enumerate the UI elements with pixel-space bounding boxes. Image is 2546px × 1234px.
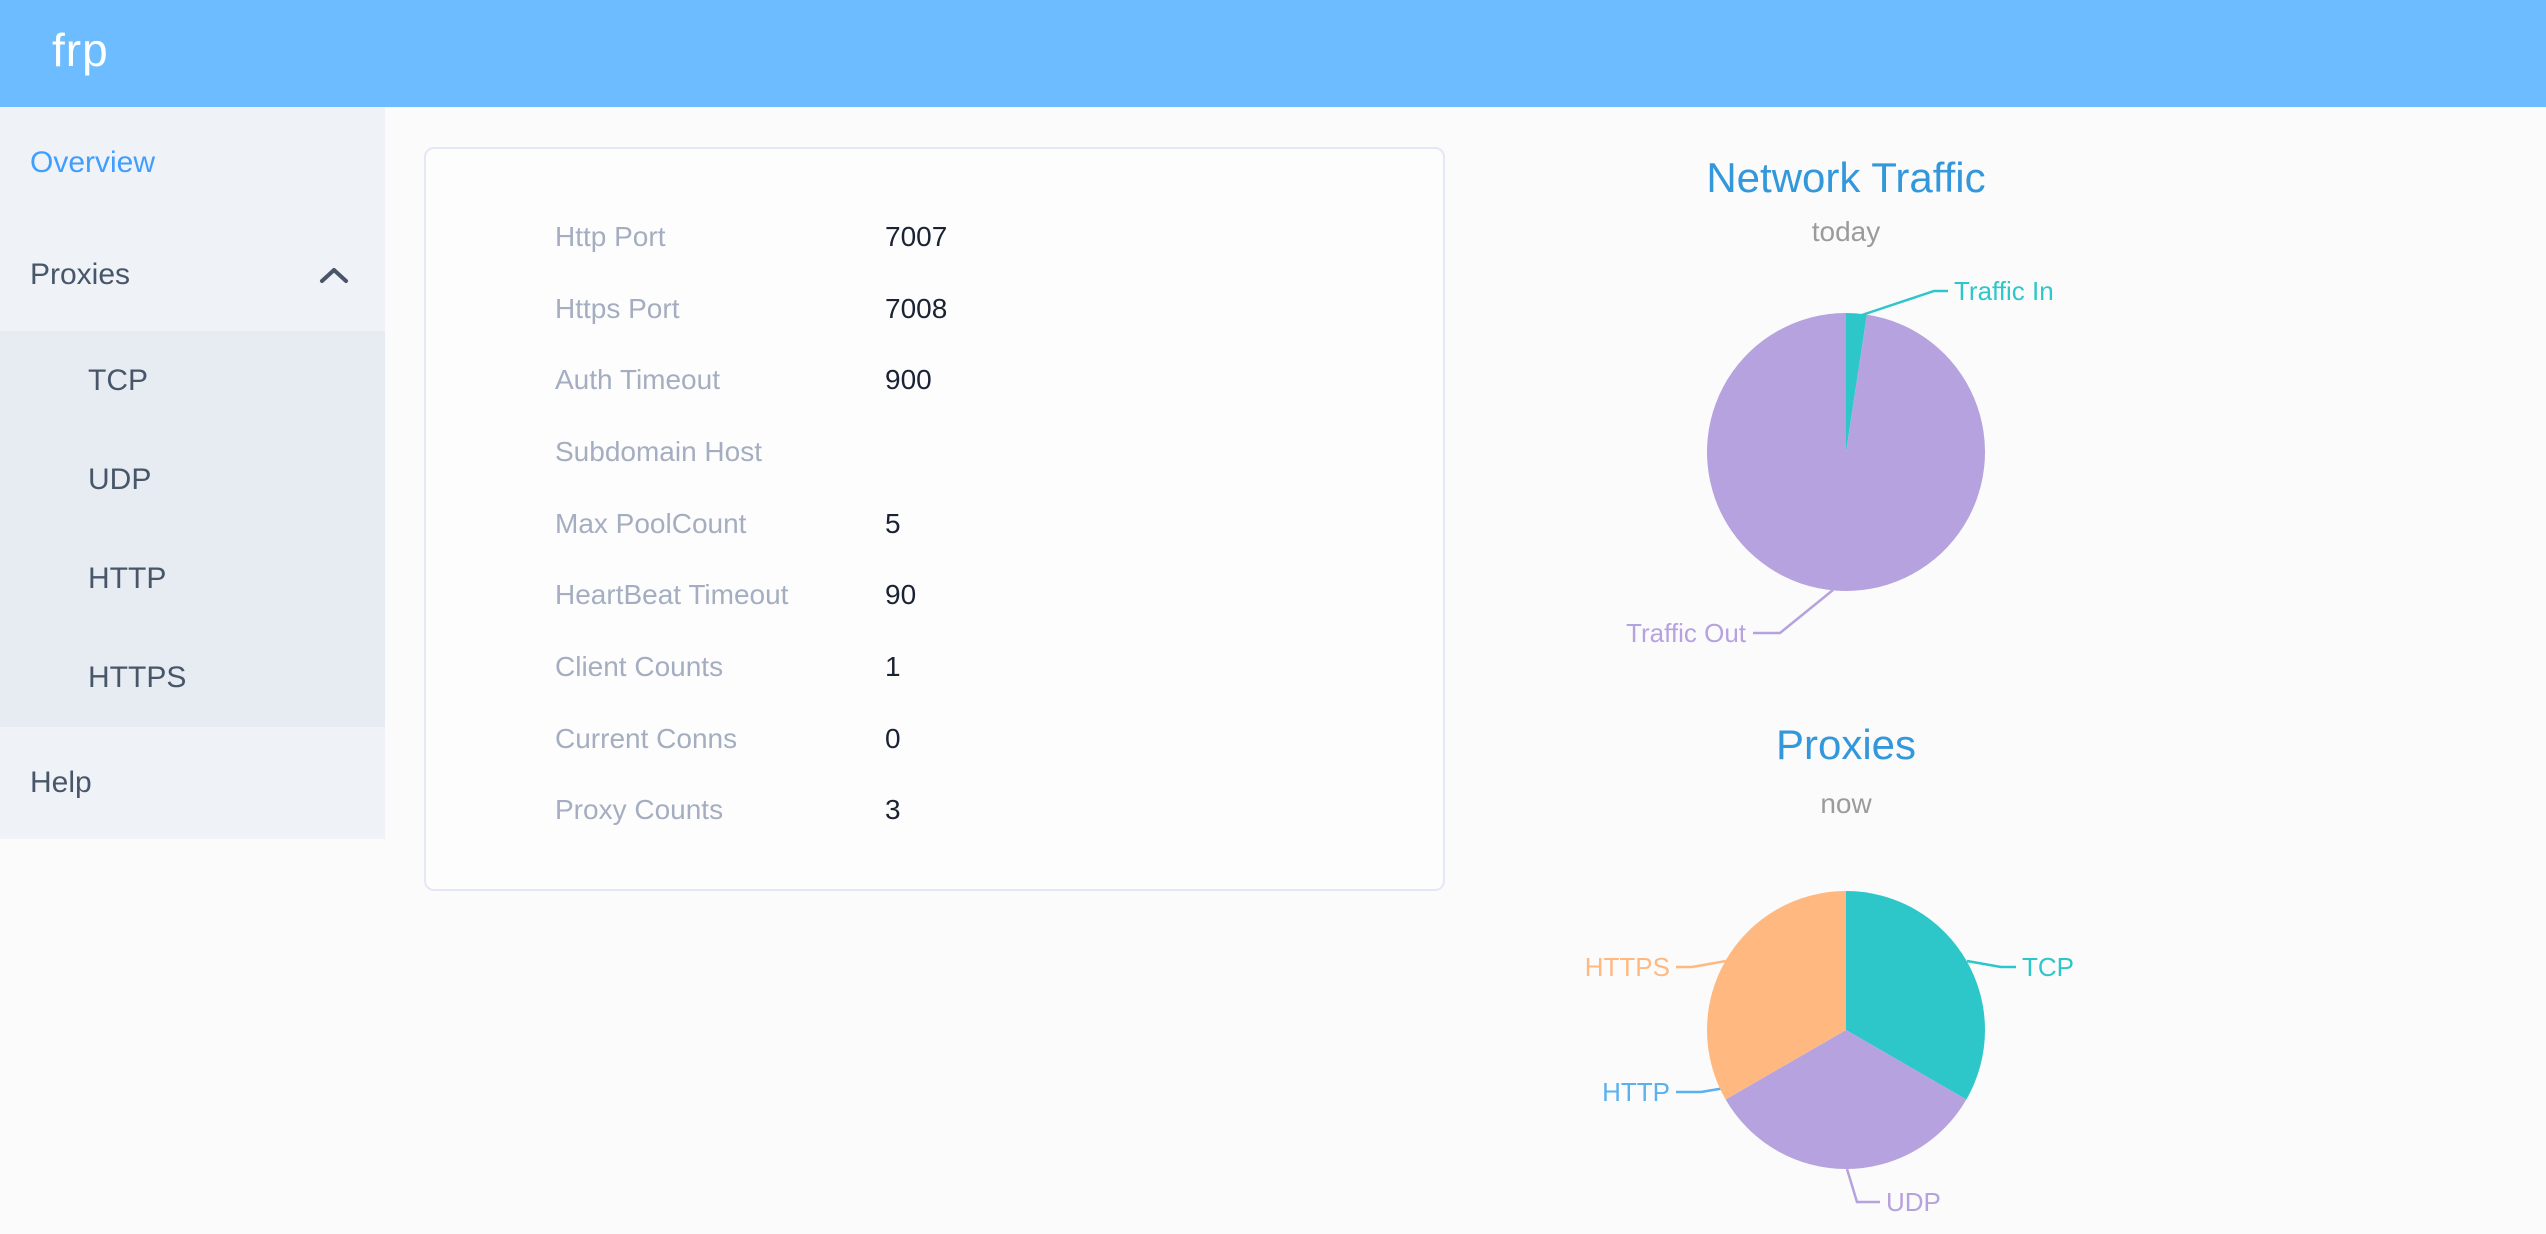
info-label: Client Counts [555, 650, 724, 682]
sidebar-item-label: Overview [30, 146, 156, 179]
server-info-card: Http Port 7007 Https Port 7008 Auth Time… [424, 147, 1445, 891]
sidebar-item-overview[interactable]: Overview [0, 107, 385, 219]
pie-label-https: HTTPS [1585, 952, 1670, 982]
pie-label-line-tcp [1966, 959, 2016, 969]
network-traffic-subtitle: today [1811, 216, 1881, 247]
info-row-subdomain-host: Subdomain Host [426, 416, 1443, 488]
sidebar-item-label: HTTPS [88, 661, 187, 694]
info-value: 1 [885, 650, 901, 682]
pie-slice-https[interactable] [1707, 891, 1846, 1100]
pie-label-line-udp [1845, 1168, 1880, 1204]
sidebar-item-udp[interactable]: UDP [0, 430, 385, 529]
pie-label-udp: UDP [1886, 1187, 1941, 1217]
pie-label-line-traffic-in [1858, 289, 1948, 318]
info-label: Https Port [555, 292, 680, 324]
proxies-chart-subtitle: now [1820, 788, 1872, 819]
sidebar-item-https[interactable]: HTTPS [0, 628, 385, 727]
sidebar-item-help[interactable]: Help [0, 727, 385, 839]
pie-label-traffic-out: Traffic Out [1626, 618, 1747, 648]
info-row-heartbeat-timeout: HeartBeat Timeout 90 [426, 559, 1443, 631]
sidebar-item-label: Proxies [30, 258, 131, 291]
sidebar-item-label: TCP [88, 364, 148, 397]
info-value: 5 [885, 507, 901, 539]
info-value: 7007 [885, 220, 948, 252]
proxies-chart-title: Proxies [1775, 721, 1917, 768]
info-row-https-port: Https Port 7008 [426, 273, 1443, 345]
info-row-max-poolcount: Max PoolCount 5 [426, 488, 1443, 560]
pie-label-line-traffic-out [1753, 589, 1834, 635]
network-traffic-title: Network Traffic [1706, 154, 1986, 201]
pie-label-traffic-in: Traffic In [1954, 276, 2054, 306]
info-label: Http Port [555, 220, 666, 252]
info-row-client-counts: Client Counts 1 [426, 631, 1443, 703]
sidebar-item-label: UDP [88, 463, 152, 496]
sidebar-item-tcp[interactable]: TCP [0, 331, 385, 430]
info-value: 3 [885, 794, 901, 826]
sidebar-item-proxies[interactable]: Proxies [0, 219, 385, 331]
pie-label-tcp: TCP [2022, 952, 2074, 982]
pie-label-http: HTTP [1602, 1077, 1670, 1107]
pie-label-line-https [1676, 959, 1727, 969]
app-header: frp [0, 0, 2546, 107]
pie-slice-traffic-out[interactable] [1707, 313, 1985, 591]
proxies-submenu: TCP UDP HTTP HTTPS [0, 331, 385, 727]
info-value: 900 [885, 364, 932, 396]
info-row-auth-timeout: Auth Timeout 900 [426, 344, 1443, 416]
info-value: 7008 [885, 292, 948, 324]
info-label: Current Conns [555, 722, 738, 754]
info-label: Subdomain Host [555, 435, 763, 467]
app-logo: frp [52, 24, 109, 76]
info-row-http-port: Http Port 7007 [426, 201, 1443, 273]
info-label: HeartBeat Timeout [555, 579, 789, 611]
chevron-up-icon [320, 268, 348, 283]
sidebar-menu: Overview Proxies TCP UDP HTTP HTTPS Help [0, 107, 385, 839]
info-row-proxy-counts: Proxy Counts 3 [426, 775, 1443, 847]
pie-slice-tcp[interactable] [1846, 891, 1986, 1100]
info-row-current-conns: Current Conns 0 [426, 703, 1443, 775]
pie-slice-traffic-in[interactable] [1846, 313, 1867, 452]
info-value: 0 [885, 722, 901, 754]
info-value: 90 [885, 579, 917, 611]
info-label: Auth Timeout [555, 364, 720, 396]
sidebar-item-label: Help [30, 766, 92, 799]
info-label: Max PoolCount [555, 507, 747, 539]
info-label: Proxy Counts [555, 794, 724, 826]
pie-slice-udp[interactable] [1725, 1030, 1967, 1170]
sidebar-item-label: HTTP [88, 562, 167, 595]
sidebar-item-http[interactable]: HTTP [0, 529, 385, 628]
